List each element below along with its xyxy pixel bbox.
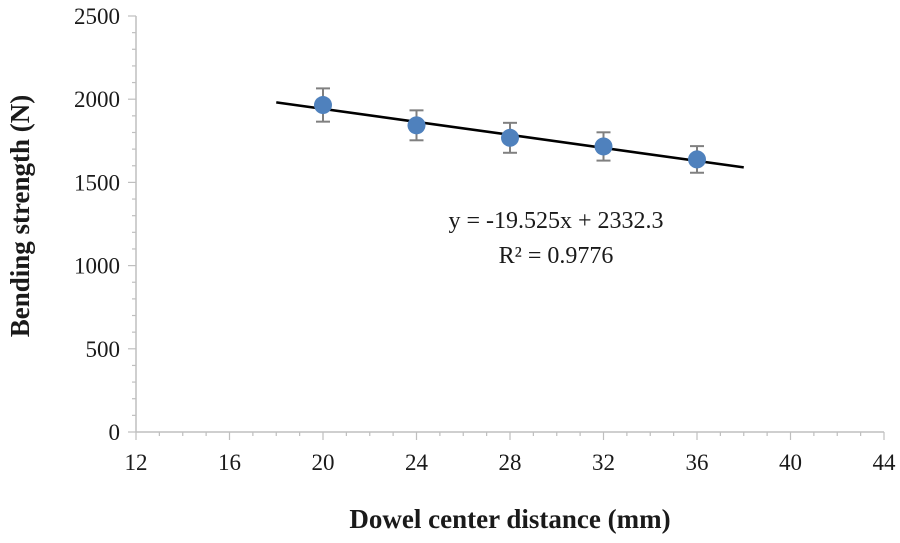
axes (128, 15, 885, 440)
x-tick-label: 20 (312, 450, 335, 475)
y-tick-label: 500 (86, 337, 121, 362)
y-tick-label: 1500 (74, 170, 120, 195)
data-point (688, 150, 706, 169)
y-tick-label: 2500 (74, 4, 120, 29)
x-tick-label: 16 (218, 450, 241, 475)
x-tick-label: 28 (499, 450, 522, 475)
data-point (407, 116, 426, 135)
data-points (314, 87, 706, 174)
x-tick-label: 12 (125, 450, 148, 475)
y-tick-label: 2000 (74, 87, 120, 112)
x-tick-label: 40 (779, 450, 802, 475)
y-tick-label: 1000 (74, 254, 120, 279)
x-tick-label: 24 (405, 450, 429, 475)
data-point (314, 96, 332, 115)
data-point (501, 128, 519, 147)
data-point (594, 137, 613, 156)
trendline-equation: y = -19.525x + 2332.3 (448, 208, 663, 234)
tick-labels: 0 500 1000 1500 2000 2500 12 16 20 24 28 32 36 40 44 (74, 4, 896, 475)
y-axis-title: Bending strength (N) (5, 95, 35, 338)
trendline-r-squared: R² = 0.9776 (499, 243, 614, 269)
x-axis-title: Dowel center distance (mm) (349, 504, 670, 534)
x-tick-label: 36 (686, 450, 709, 475)
x-tick-label: 44 (873, 450, 897, 475)
x-tick-label: 32 (592, 450, 615, 475)
y-tick-label: 0 (109, 420, 121, 445)
